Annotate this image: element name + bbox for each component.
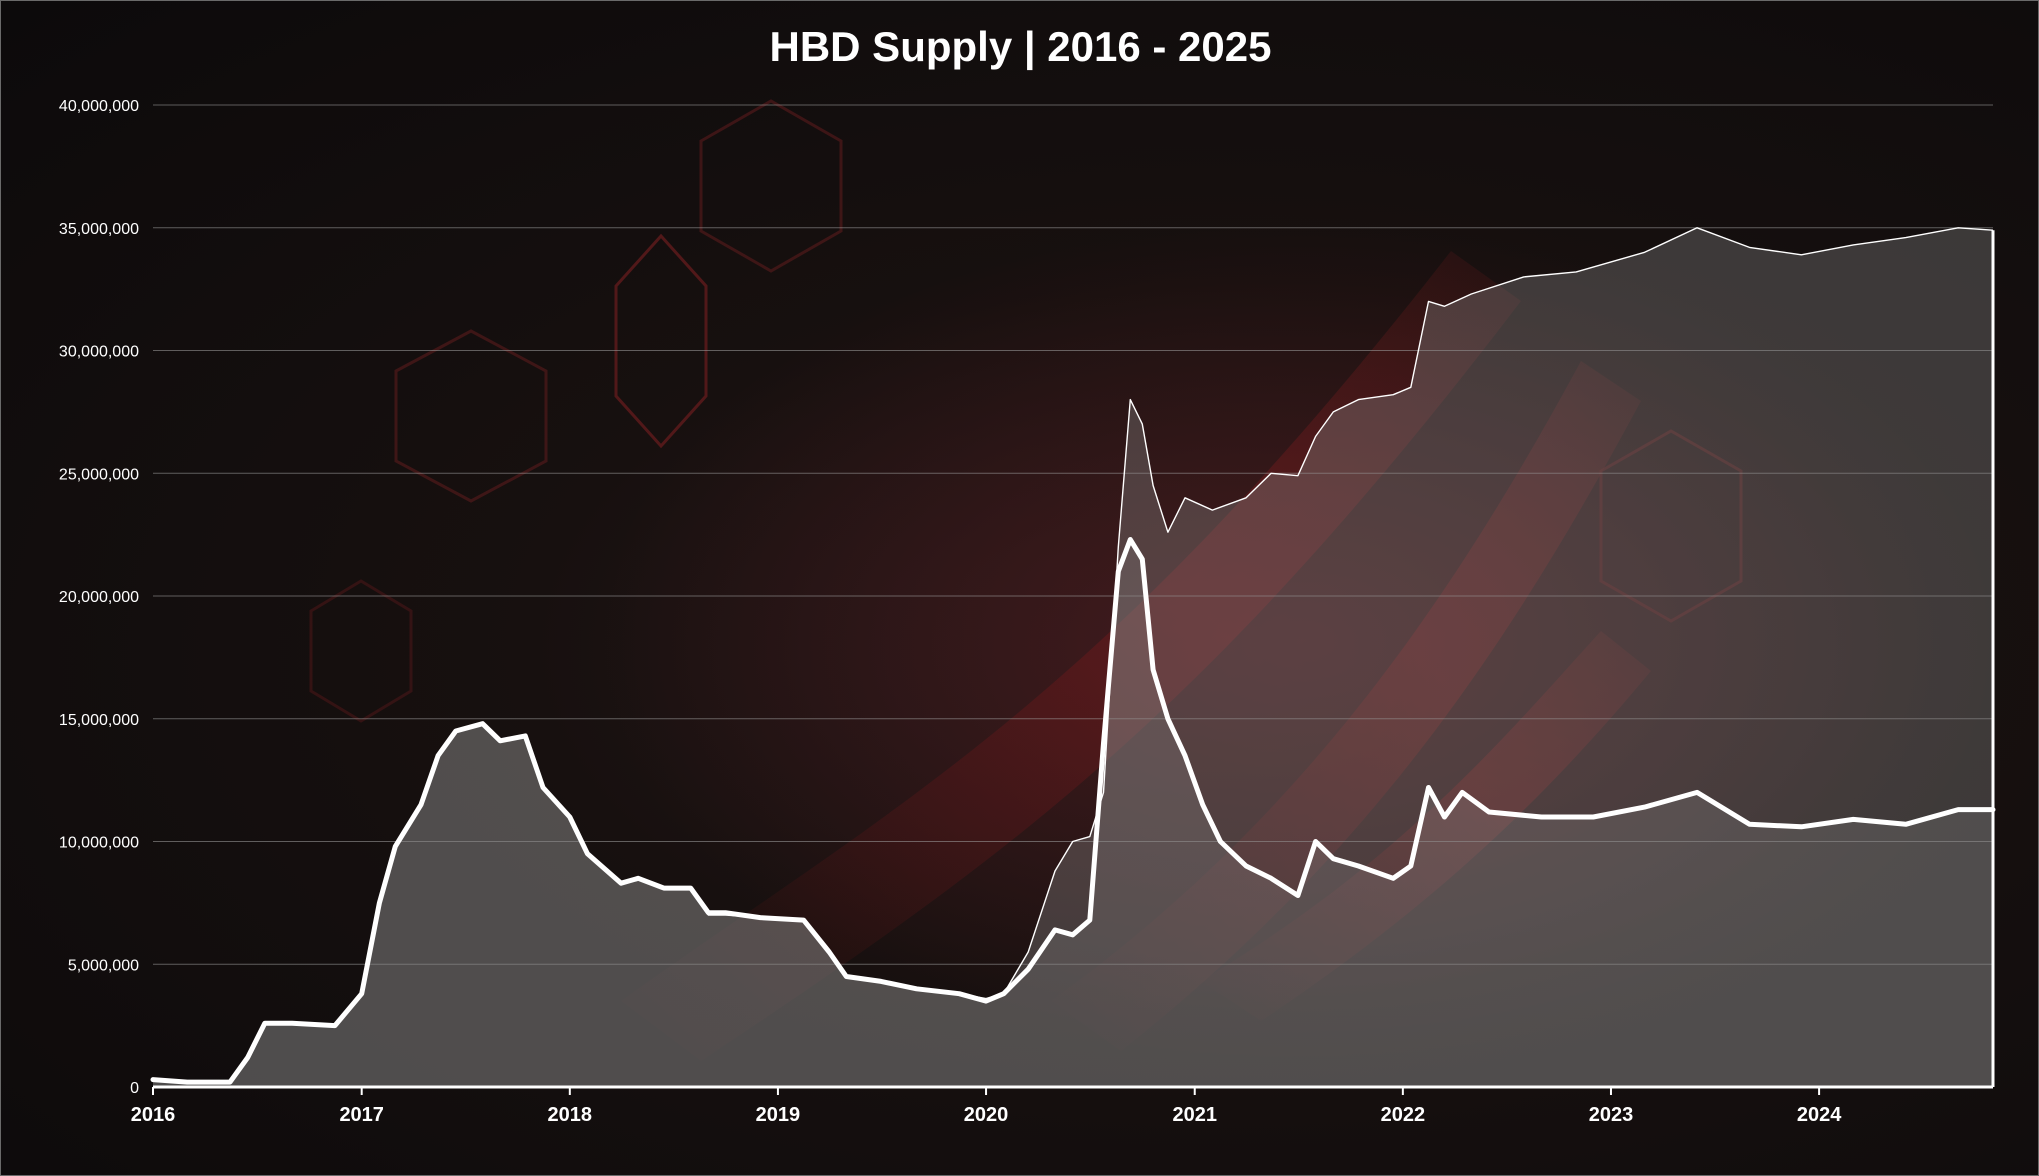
x-tick-label: 2024 xyxy=(1797,1104,1842,1126)
background-decoration xyxy=(309,99,2001,1061)
x-tick-label: 2023 xyxy=(1589,1104,1634,1126)
y-tick-label: 25,000,000 xyxy=(59,466,139,483)
x-axis-tick-labels: 2016 2017 2018 2019 2020 2021 2022 2023 2024 xyxy=(131,1104,1842,1126)
x-tick-label: 2016 xyxy=(131,1104,176,1126)
y-tick-label: 40,000,000 xyxy=(59,98,139,115)
y-tick-label: 10,000,000 xyxy=(59,835,139,852)
y-tick-label: 35,000,000 xyxy=(59,221,139,238)
x-tick-label: 2022 xyxy=(1381,1104,1426,1126)
supply-area-lower xyxy=(153,539,1993,1087)
x-tick-label: 2017 xyxy=(339,1104,384,1126)
axes xyxy=(152,230,1995,1095)
chart-title: HBD Supply | 2016 - 2025 xyxy=(769,23,1272,70)
x-tick-label: 2020 xyxy=(964,1104,1009,1126)
x-tick-label: 2021 xyxy=(1172,1104,1217,1126)
x-tick-label: 2018 xyxy=(548,1104,593,1126)
y-axis-tick-labels: 0 5,000,000 10,000,000 15,000,000 20,000,000… xyxy=(59,98,139,1097)
supply-area-fill xyxy=(153,227,1993,1088)
series-line-bold xyxy=(150,537,1996,1085)
y-tick-label: 0 xyxy=(130,1080,139,1097)
y-tick-label: 15,000,000 xyxy=(59,712,139,729)
y-tick-label: 30,000,000 xyxy=(59,344,139,361)
x-tick-label: 2019 xyxy=(756,1104,801,1126)
series-lines xyxy=(150,227,1996,1085)
total-supply-area xyxy=(153,227,1993,1088)
y-tick-label: 5,000,000 xyxy=(68,957,139,974)
y-tick-label: 20,000,000 xyxy=(59,589,139,606)
